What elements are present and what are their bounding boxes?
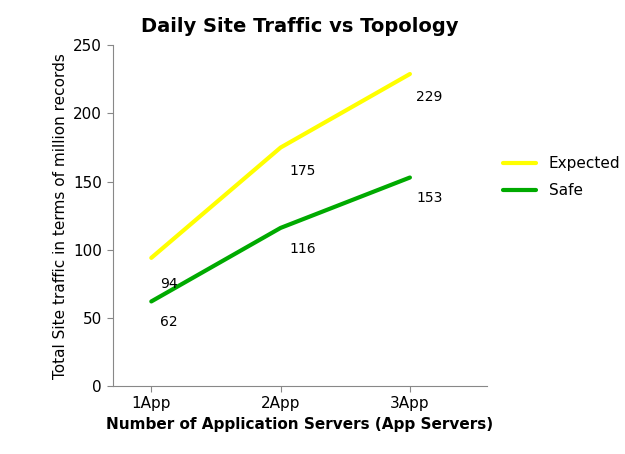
Safe [277,225,284,231]
Line: Expected: Expected [151,74,410,258]
Safe [148,299,155,304]
Text: 94: 94 [161,277,178,291]
Text: 116: 116 [289,242,316,256]
Y-axis label: Total Site traffic in terms of million records: Total Site traffic in terms of million r… [52,53,68,379]
Safe [406,175,414,180]
Line: Safe: Safe [151,178,410,301]
Legend: Expected, Safe: Expected, Safe [495,148,625,206]
Expected [406,71,414,77]
Text: 153: 153 [416,191,442,205]
Text: 175: 175 [289,164,316,178]
Text: 229: 229 [416,90,442,104]
Title: Daily Site Traffic vs Topology: Daily Site Traffic vs Topology [141,16,459,35]
X-axis label: Number of Application Servers (App Servers): Number of Application Servers (App Serve… [106,417,494,432]
Expected [148,255,155,261]
Expected [277,145,284,150]
Text: 62: 62 [161,315,178,329]
